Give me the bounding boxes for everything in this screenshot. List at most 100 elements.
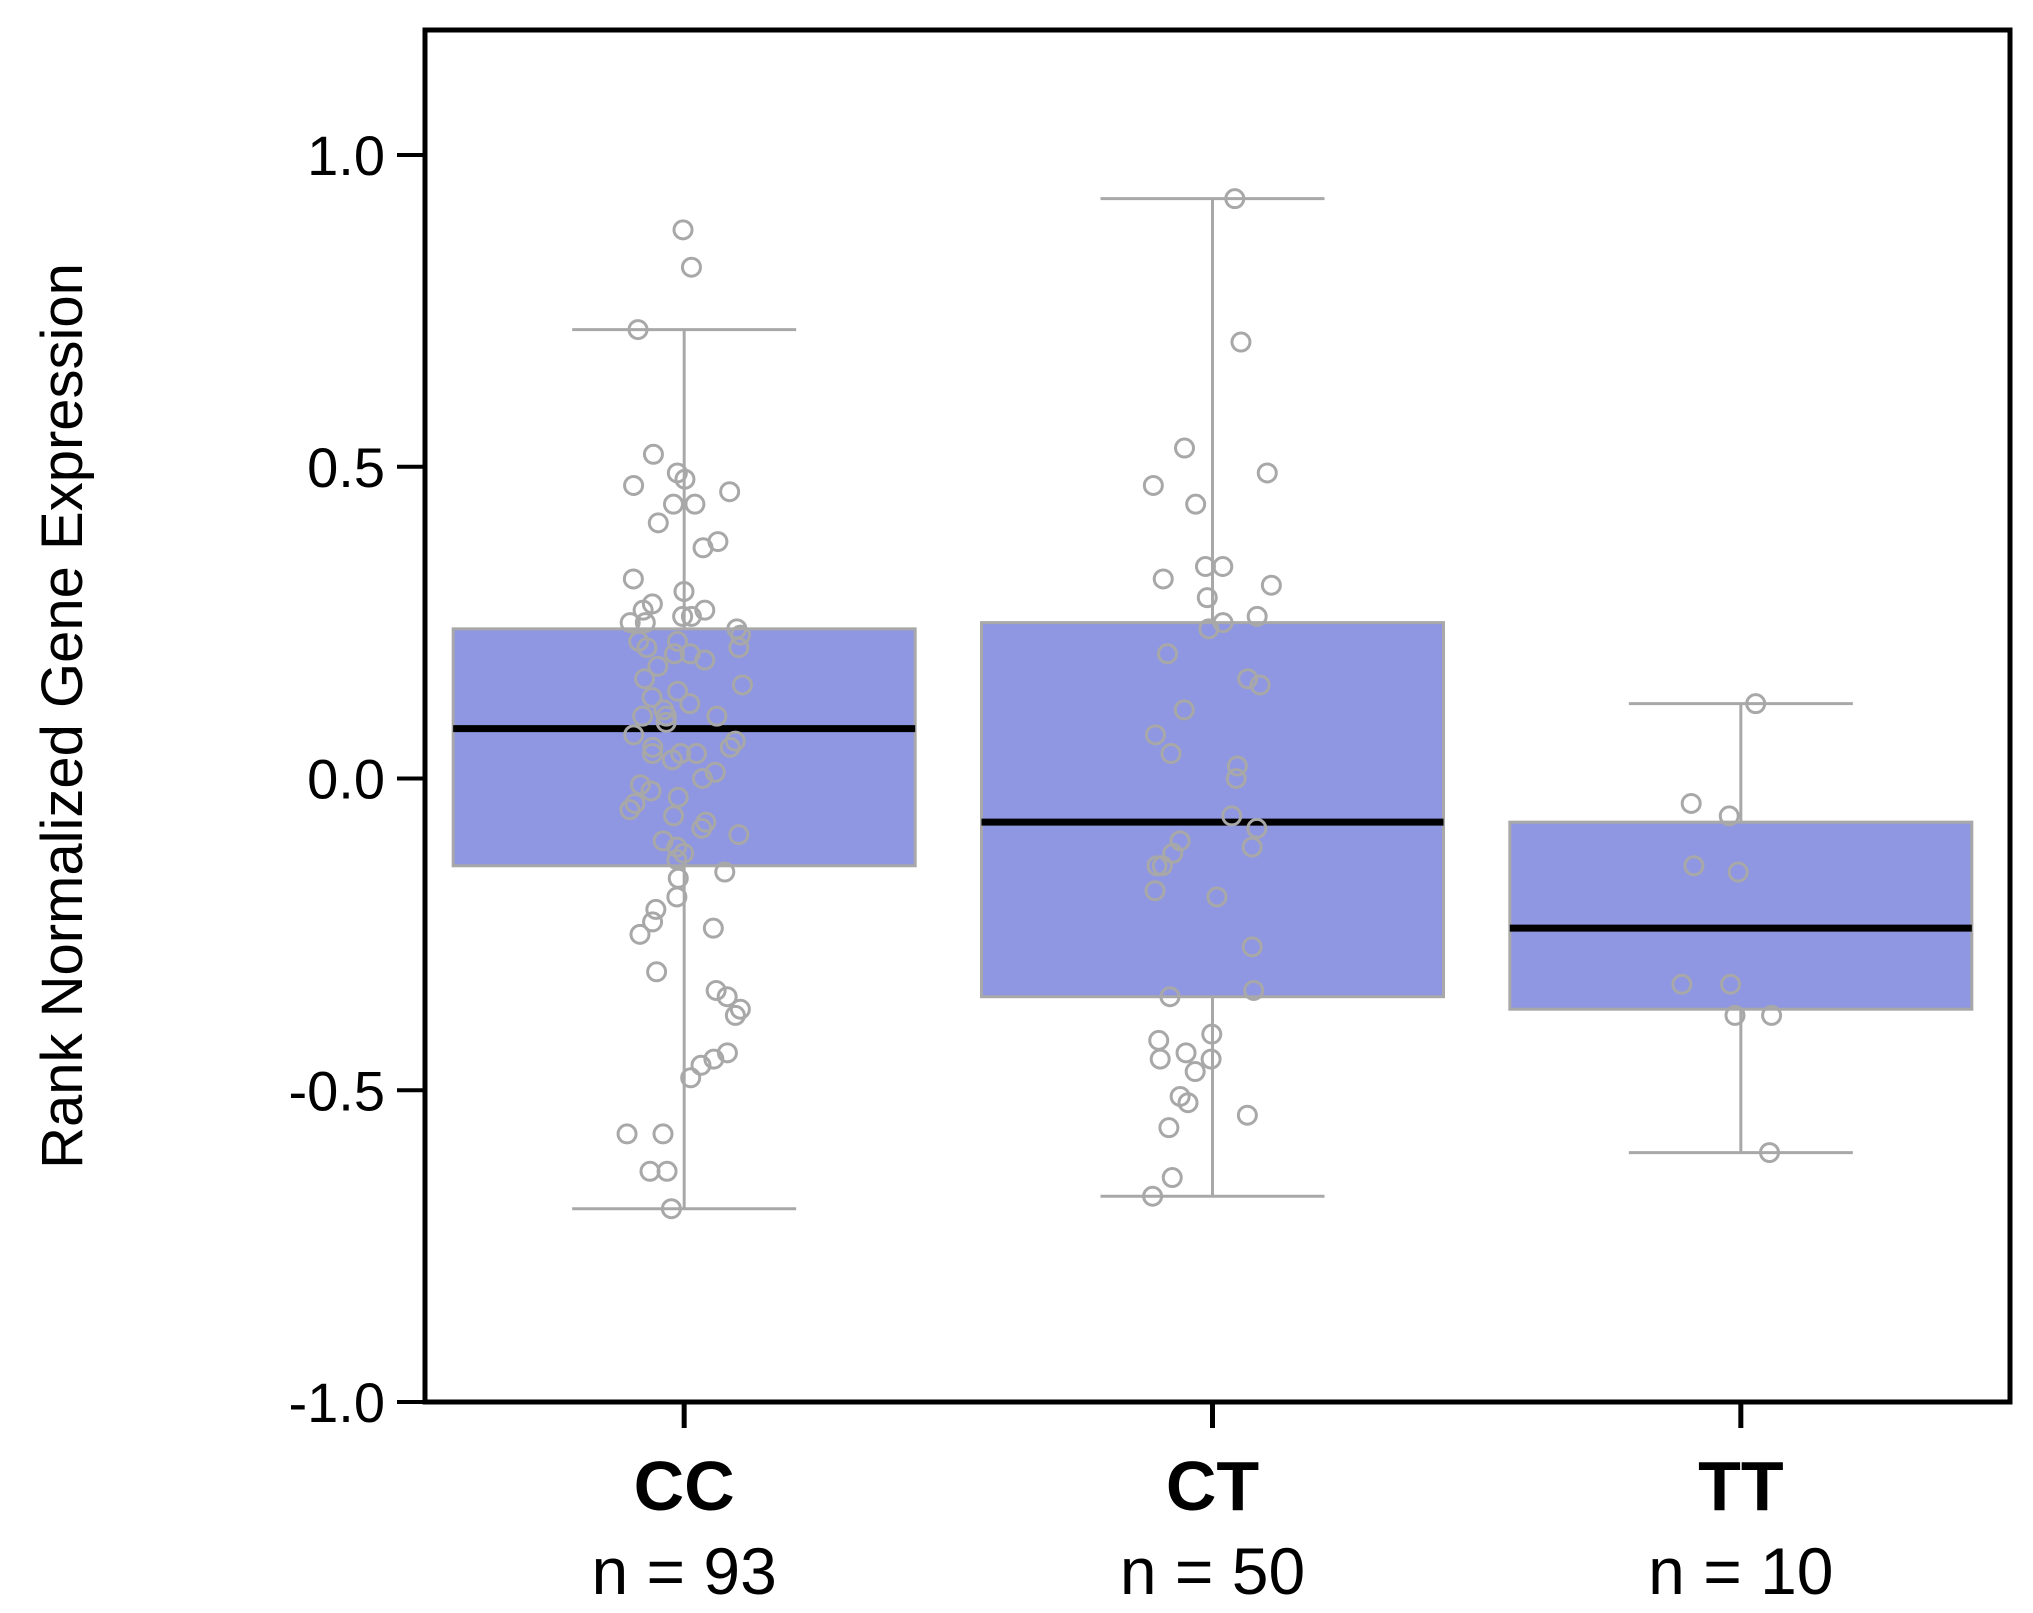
data-point [1683, 855, 1705, 877]
x-tick-label-cc: CC [634, 1447, 735, 1525]
data-point [716, 986, 738, 1008]
data-point [655, 711, 677, 733]
data-point [1162, 842, 1184, 864]
data-point [655, 705, 677, 727]
data-point [1680, 792, 1702, 814]
data-point [729, 998, 751, 1020]
sample-size-label-cc: n = 93 [591, 1534, 776, 1608]
data-point [641, 743, 663, 765]
data-point [714, 861, 736, 883]
data-point [1173, 699, 1195, 721]
data-point [719, 736, 741, 758]
data-point [656, 1160, 678, 1182]
data-point [1224, 188, 1246, 210]
data-point [1151, 855, 1173, 877]
data-point [1174, 437, 1196, 459]
data-point [666, 886, 688, 908]
data-point [662, 493, 684, 515]
box-group-tt [1508, 693, 1974, 1164]
data-point [647, 655, 669, 677]
data-point [1226, 755, 1248, 777]
data-point [641, 686, 663, 708]
data-point [706, 705, 728, 727]
data-point [1177, 1092, 1199, 1114]
data-point [616, 1123, 638, 1145]
data-point [667, 680, 689, 702]
data-point [724, 1004, 746, 1026]
data-point [730, 624, 752, 646]
data-point [724, 730, 746, 752]
data-point [1246, 817, 1268, 839]
data-point [1241, 836, 1263, 858]
x-tick-label-tt: TT [1698, 1447, 1784, 1525]
sample-size-label-ct: n = 50 [1120, 1534, 1305, 1608]
data-point [1200, 1048, 1222, 1070]
box-groups [451, 188, 1974, 1220]
data-point [684, 493, 706, 515]
data-point [673, 842, 695, 864]
data-point [1148, 1029, 1170, 1051]
y-tick-label: 1.0 [307, 124, 385, 187]
data-point [632, 599, 654, 621]
data-point [661, 749, 683, 771]
data-point [728, 637, 750, 659]
data-point [680, 605, 702, 627]
data-point [629, 774, 651, 796]
data-point [1144, 724, 1166, 746]
data-point [1761, 1004, 1783, 1026]
box-iqr [980, 621, 1445, 999]
data-point [663, 805, 685, 827]
data-point [694, 649, 716, 671]
data-point [1201, 1023, 1223, 1045]
y-tick-label: 0.5 [307, 436, 385, 499]
data-point [1198, 618, 1220, 640]
data-point [1212, 556, 1234, 578]
data-point [1246, 605, 1268, 627]
x-tick-label-ct: CT [1166, 1447, 1259, 1525]
data-point [1157, 643, 1179, 665]
data-point [692, 768, 714, 789]
data-point [640, 780, 662, 802]
data-point [1745, 693, 1767, 715]
data-point [690, 1054, 712, 1076]
data-point [679, 693, 701, 715]
data-point [667, 786, 689, 808]
box-group-cc [451, 219, 917, 1220]
data-point [1184, 1061, 1206, 1083]
data-point [1671, 973, 1693, 995]
data-point [1230, 331, 1252, 353]
data-point [1249, 674, 1271, 696]
data-point [1260, 574, 1282, 596]
data-point [629, 923, 651, 945]
data-point [642, 736, 664, 758]
data-point [634, 668, 656, 690]
data-point [728, 824, 750, 846]
data-point [1194, 556, 1216, 578]
data-point [1724, 1004, 1746, 1026]
y-tick-label: 0.0 [307, 748, 385, 811]
data-point [1237, 668, 1259, 690]
x-axis: CC n = 93 CT n = 50 TT n = 10 [591, 1402, 1834, 1608]
data-point [1718, 805, 1740, 827]
data-point [719, 481, 741, 503]
data-point [680, 256, 702, 278]
data-point [619, 799, 641, 821]
box-iqr [451, 627, 917, 868]
data-point [1225, 768, 1247, 789]
data-point [652, 1123, 674, 1145]
y-axis-title: Rank Normalized Gene Expression [30, 263, 95, 1169]
data-point [634, 612, 656, 634]
data-point [666, 836, 688, 858]
data-point [705, 979, 727, 1001]
box-iqr [1508, 820, 1974, 1011]
data-point [674, 468, 696, 490]
data-point [686, 743, 708, 765]
data-point [1142, 474, 1164, 496]
data-point [1236, 1104, 1258, 1126]
data-point [702, 917, 724, 939]
data-point [1720, 973, 1742, 995]
data-point [1221, 805, 1243, 827]
data-point [1256, 462, 1278, 484]
data-point [636, 637, 658, 659]
